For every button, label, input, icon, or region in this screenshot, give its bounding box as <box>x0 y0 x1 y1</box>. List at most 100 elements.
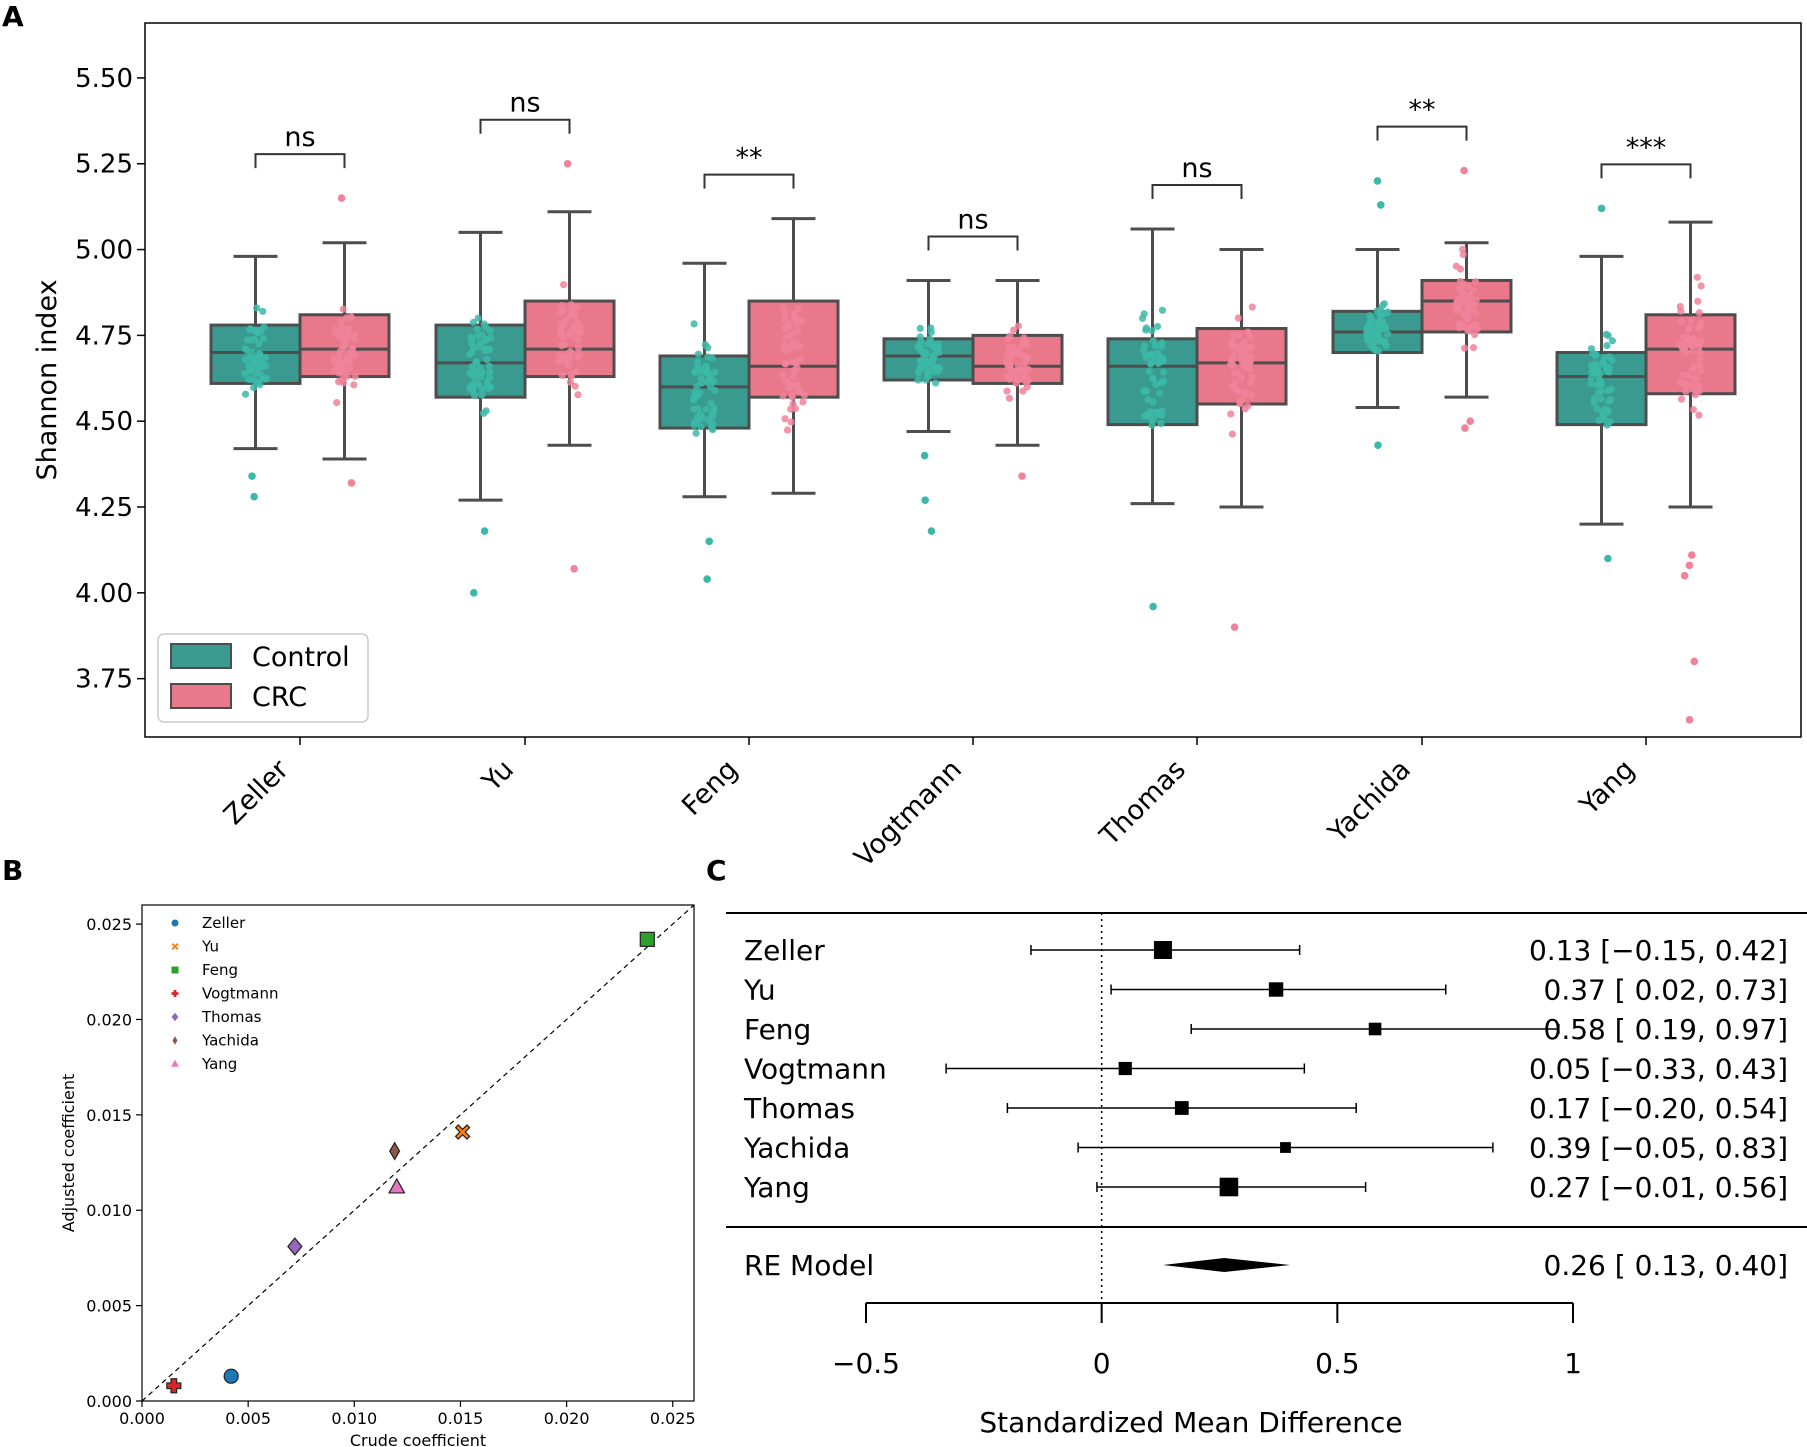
y-tick-label: 4.00 <box>75 579 133 609</box>
sample-point <box>1005 375 1014 383</box>
legend-label-zeller: Zeller <box>202 914 246 932</box>
sample-point <box>926 335 934 343</box>
sample-point <box>1021 376 1029 384</box>
sample-point <box>1598 359 1607 367</box>
sample-point <box>1138 314 1147 322</box>
study-name: Thomas <box>743 1092 855 1125</box>
sample-point <box>253 304 261 312</box>
sample-point <box>241 390 250 398</box>
sample-point <box>350 381 358 389</box>
sample-point <box>1472 296 1480 304</box>
sample-point <box>917 357 926 365</box>
legend-label-yachida: Yachida <box>201 1032 259 1050</box>
sample-point <box>1682 387 1690 395</box>
sample-point <box>557 325 565 333</box>
sample-point <box>1689 346 1697 354</box>
sample-point <box>1370 345 1378 353</box>
estimate-square <box>1174 1101 1189 1115</box>
outlier-point <box>1597 204 1606 213</box>
sample-point <box>694 350 703 358</box>
sample-point <box>336 328 345 336</box>
sample-point <box>261 353 270 362</box>
y-tick-label: 5.00 <box>75 236 133 266</box>
sample-point <box>794 380 802 389</box>
sample-point <box>790 337 798 346</box>
sample-point <box>1592 350 1600 359</box>
estimate-square <box>1118 1061 1132 1076</box>
sample-point <box>778 303 787 311</box>
sample-point <box>1149 375 1157 383</box>
sample-point <box>1247 333 1255 342</box>
sample-point <box>1464 311 1472 320</box>
sample-point <box>472 358 480 367</box>
sample-point <box>1228 430 1237 438</box>
sample-point <box>1241 338 1249 346</box>
sample-point <box>1158 342 1166 350</box>
sample-point <box>927 324 935 332</box>
sample-point <box>1687 317 1696 325</box>
sample-point <box>559 319 567 327</box>
sample-point <box>920 350 928 359</box>
sample-point <box>254 378 262 386</box>
outlier-point <box>927 527 936 535</box>
sample-point <box>1460 344 1469 352</box>
sample-point <box>566 354 574 362</box>
sample-point <box>1378 302 1387 310</box>
sample-point <box>781 309 789 317</box>
significance-bracket <box>703 173 795 189</box>
y-tick-label: 3.75 <box>75 665 133 695</box>
sample-point <box>558 301 566 310</box>
estimate-ci-text: 0.37 [ 0.02, 0.73] <box>1544 974 1788 1007</box>
sample-point <box>339 305 347 313</box>
point-yu <box>454 1124 471 1140</box>
sample-point <box>780 344 788 352</box>
legend-label-crc: CRC <box>252 682 307 713</box>
sample-point <box>351 372 359 380</box>
legend-label-feng: Feng <box>202 961 238 979</box>
sample-point <box>467 334 475 342</box>
sample-point <box>931 364 939 372</box>
y-tick-label: 4.50 <box>75 407 133 437</box>
sample-point <box>1688 382 1696 390</box>
sample-point <box>1158 378 1166 386</box>
x-tick-label: 1 <box>1564 1347 1582 1380</box>
sample-point <box>572 368 581 376</box>
sample-point <box>1241 405 1249 413</box>
sample-point <box>1697 282 1705 290</box>
sample-point <box>345 324 353 332</box>
study-name: Yu <box>743 974 776 1007</box>
outlier-point <box>1466 417 1474 425</box>
significance-bracket <box>927 235 1019 251</box>
y-tick-label: 0.015 <box>86 1106 132 1125</box>
study-name: Yang <box>743 1171 810 1204</box>
sample-point <box>916 363 924 371</box>
sample-point <box>1596 370 1604 378</box>
sample-point <box>1241 360 1250 368</box>
sample-point <box>1011 368 1019 376</box>
y-tick-label: 5.25 <box>75 150 133 180</box>
outlier-point <box>480 527 489 535</box>
sample-point <box>1682 380 1691 389</box>
sample-point <box>485 362 493 370</box>
x-tick-label: 0.010 <box>331 1409 377 1428</box>
sample-point <box>1152 381 1160 389</box>
sample-point <box>1381 324 1389 332</box>
sample-point <box>574 344 583 352</box>
sample-point <box>567 301 575 309</box>
outlier-point <box>1374 441 1382 450</box>
sample-point <box>248 348 256 357</box>
sample-point <box>333 399 341 407</box>
sample-point <box>1597 387 1605 395</box>
sample-point <box>338 334 346 342</box>
sample-point <box>1023 354 1032 362</box>
sample-point <box>481 347 489 355</box>
legend-swatch-control <box>170 643 232 669</box>
x-tick-label: 0.015 <box>438 1409 484 1428</box>
x-tick-label: Zeller <box>218 753 296 831</box>
sample-point <box>479 409 488 417</box>
sample-point <box>932 379 940 387</box>
x-tick-label: 0.000 <box>119 1409 165 1428</box>
legend-label-thomas: Thomas <box>201 1008 262 1026</box>
